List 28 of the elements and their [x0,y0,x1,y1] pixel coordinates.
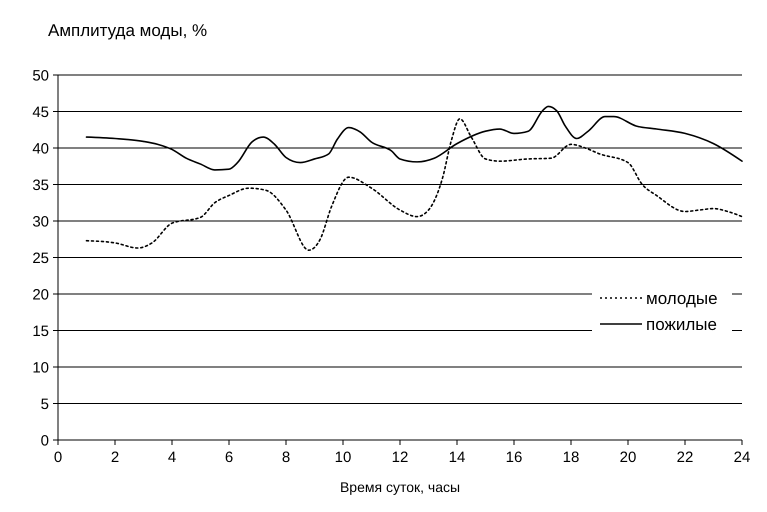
y-tick-label: 50 [32,67,49,84]
x-tick-label: 10 [334,449,352,466]
y-tick-label: 5 [40,396,49,413]
x-tick-label: 22 [676,449,694,466]
x-tick-label: 8 [282,449,290,466]
y-axis-title: Амплитуда моды, % [48,21,208,40]
y-tick-label: 15 [32,322,49,340]
y-tick-label: 20 [32,286,49,304]
y-tick-label: 25 [32,250,49,267]
x-tick-label: 16 [506,449,522,466]
legend-label: молодые [646,288,718,308]
x-tick-label: 18 [562,449,580,466]
y-tick-label: 10 [32,359,49,376]
y-tick-label: 30 [32,213,49,230]
x-tick-label: 4 [168,449,176,466]
y-tick-label: 45 [32,104,49,121]
x-tick-label: 20 [620,449,636,466]
x-tick-label: 24 [734,449,750,466]
x-tick-label: 12 [392,449,408,466]
y-tick-label: 0 [40,432,49,450]
x-axis-title: Время суток, часы [340,479,460,495]
x-tick-label: 6 [224,449,234,466]
x-tick-label: 14 [448,449,466,466]
y-tick-label: 40 [32,140,49,158]
y-tick-label: 35 [32,176,49,194]
x-tick-label: 2 [110,449,120,466]
x-tick-label: 0 [54,449,62,466]
legend-label: пожилые [646,314,717,334]
